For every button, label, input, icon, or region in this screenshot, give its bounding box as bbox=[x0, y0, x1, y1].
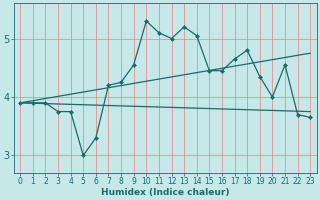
X-axis label: Humidex (Indice chaleur): Humidex (Indice chaleur) bbox=[101, 188, 229, 197]
